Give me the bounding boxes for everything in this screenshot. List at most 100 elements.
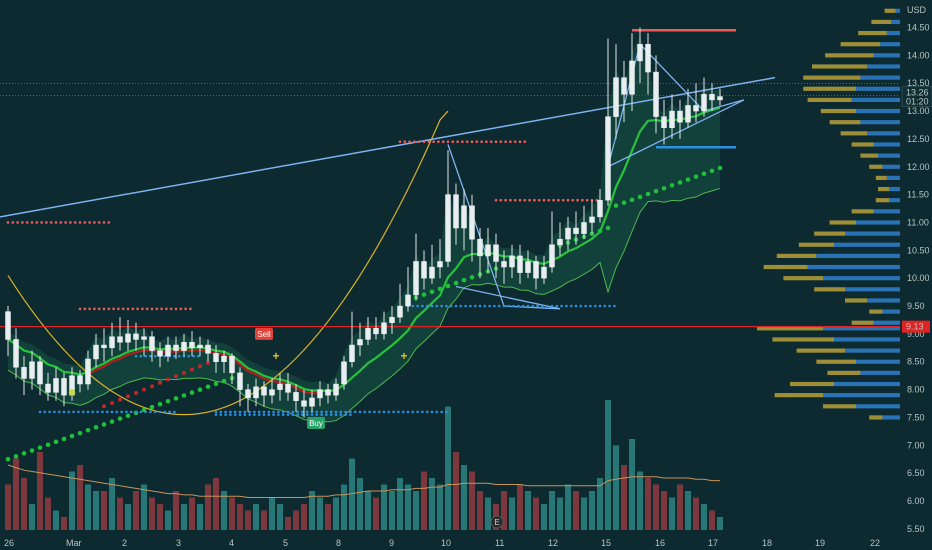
dotted-level-dot bbox=[569, 304, 573, 308]
dotted-level-dot bbox=[286, 413, 290, 416]
volume-profile-bar bbox=[803, 86, 856, 91]
sar-dot bbox=[437, 286, 443, 292]
candle-body bbox=[533, 261, 539, 279]
dotted-level-dot bbox=[512, 304, 515, 308]
dotted-level-dot bbox=[593, 304, 597, 308]
time-tick-label: 9 bbox=[389, 538, 394, 548]
volume-profile-bar bbox=[776, 253, 817, 258]
volume-bar bbox=[653, 484, 659, 530]
price-tick-label: 6.50 bbox=[907, 468, 925, 478]
time-tick-label: 22 bbox=[870, 538, 880, 548]
volume-profile-bar bbox=[845, 348, 900, 353]
sar-dot bbox=[85, 427, 91, 433]
dotted-level-dot bbox=[257, 413, 261, 416]
candle-body bbox=[517, 255, 523, 273]
dotted-level-dot bbox=[238, 413, 242, 416]
sar-dot-red bbox=[206, 360, 210, 365]
time-tick-label: Mar bbox=[66, 538, 82, 548]
candle-body bbox=[149, 336, 155, 351]
dotted-level-dot bbox=[373, 410, 376, 414]
candle-body bbox=[541, 266, 547, 279]
dotted-level-dot bbox=[153, 354, 157, 358]
candle-body bbox=[509, 255, 515, 268]
volume-bar bbox=[437, 484, 443, 530]
volume-average-line bbox=[7, 464, 720, 498]
sar-dot bbox=[685, 177, 691, 182]
volume-profile-bar bbox=[814, 287, 845, 292]
candle-body bbox=[205, 344, 211, 354]
dotted-level-dot bbox=[494, 198, 498, 202]
price-tick-label: 14.00 bbox=[907, 50, 930, 60]
candle-body bbox=[653, 71, 659, 117]
dotted-level-dot bbox=[422, 140, 426, 143]
dotted-level-dot bbox=[449, 304, 453, 308]
volume-profile-bar bbox=[856, 108, 900, 114]
candle-body bbox=[197, 344, 203, 349]
volume-bar bbox=[53, 510, 59, 530]
dotted-level-dot bbox=[416, 410, 419, 414]
candle-body bbox=[589, 216, 595, 223]
candle-body bbox=[445, 194, 451, 262]
dotted-level-dot bbox=[387, 410, 391, 414]
dotted-level-dot bbox=[499, 140, 503, 143]
dotted-level-dot bbox=[54, 221, 58, 224]
signal-label: Buy bbox=[309, 419, 323, 428]
dotted-level-dot bbox=[382, 410, 386, 414]
candle-body bbox=[317, 389, 323, 399]
sar-dot-red bbox=[190, 367, 194, 372]
dotted-level-dot bbox=[139, 410, 143, 414]
sar-dot-red bbox=[150, 384, 154, 389]
dotted-level-dot bbox=[93, 221, 96, 224]
volume-profile-bar bbox=[878, 153, 900, 158]
candle-body bbox=[221, 355, 227, 362]
candle-body bbox=[61, 378, 67, 396]
volume-bar bbox=[157, 504, 163, 530]
sar-dot-red bbox=[118, 397, 122, 402]
dotted-level-dot bbox=[377, 410, 381, 414]
sar-dot bbox=[165, 398, 171, 404]
price-tick-label: 9.00 bbox=[907, 329, 925, 339]
candle-body bbox=[669, 110, 675, 129]
dotted-level-dot bbox=[238, 410, 242, 414]
sar-dot-red bbox=[126, 394, 130, 399]
dotted-level-dot bbox=[48, 410, 51, 414]
candle-body bbox=[485, 244, 491, 257]
sar-dot bbox=[589, 231, 595, 237]
signal-label: Sell bbox=[257, 330, 271, 339]
volume-profile-bar bbox=[834, 242, 900, 247]
sar-dot bbox=[453, 280, 459, 286]
volume-bar bbox=[93, 491, 99, 530]
dotted-level-dot bbox=[523, 140, 527, 143]
volume-profile-bar bbox=[871, 19, 892, 25]
dotted-level-dot bbox=[613, 304, 616, 308]
dotted-level-dot bbox=[585, 198, 589, 202]
dotted-level-dot bbox=[325, 410, 328, 414]
candle-body bbox=[685, 105, 691, 123]
volume-profile-bar bbox=[829, 120, 861, 125]
volume-bar bbox=[309, 491, 315, 530]
candle-body bbox=[165, 344, 171, 357]
dotted-level-dot bbox=[243, 413, 247, 416]
volume-bar bbox=[501, 491, 507, 530]
dotted-level-dot bbox=[149, 354, 152, 358]
candle-body bbox=[101, 344, 107, 349]
candle-body bbox=[253, 386, 259, 399]
dotted-level-dot bbox=[315, 410, 319, 414]
candle-body bbox=[213, 353, 219, 362]
sar-dot bbox=[181, 393, 187, 398]
candle-body bbox=[277, 383, 283, 390]
dotted-level-dot bbox=[518, 198, 522, 202]
price-tick-label: 12.50 bbox=[907, 134, 930, 144]
dotted-level-dot bbox=[160, 307, 163, 311]
volume-bar bbox=[253, 504, 259, 530]
candle-body bbox=[389, 316, 395, 323]
volume-profile-bar bbox=[823, 326, 900, 331]
dotted-level-dot bbox=[267, 410, 271, 414]
sar-dot bbox=[205, 384, 211, 390]
time-tick-label: 11 bbox=[495, 538, 504, 548]
dotted-level-dot bbox=[136, 307, 139, 311]
volume-bar bbox=[197, 504, 203, 530]
dotted-level-dot bbox=[470, 140, 474, 143]
